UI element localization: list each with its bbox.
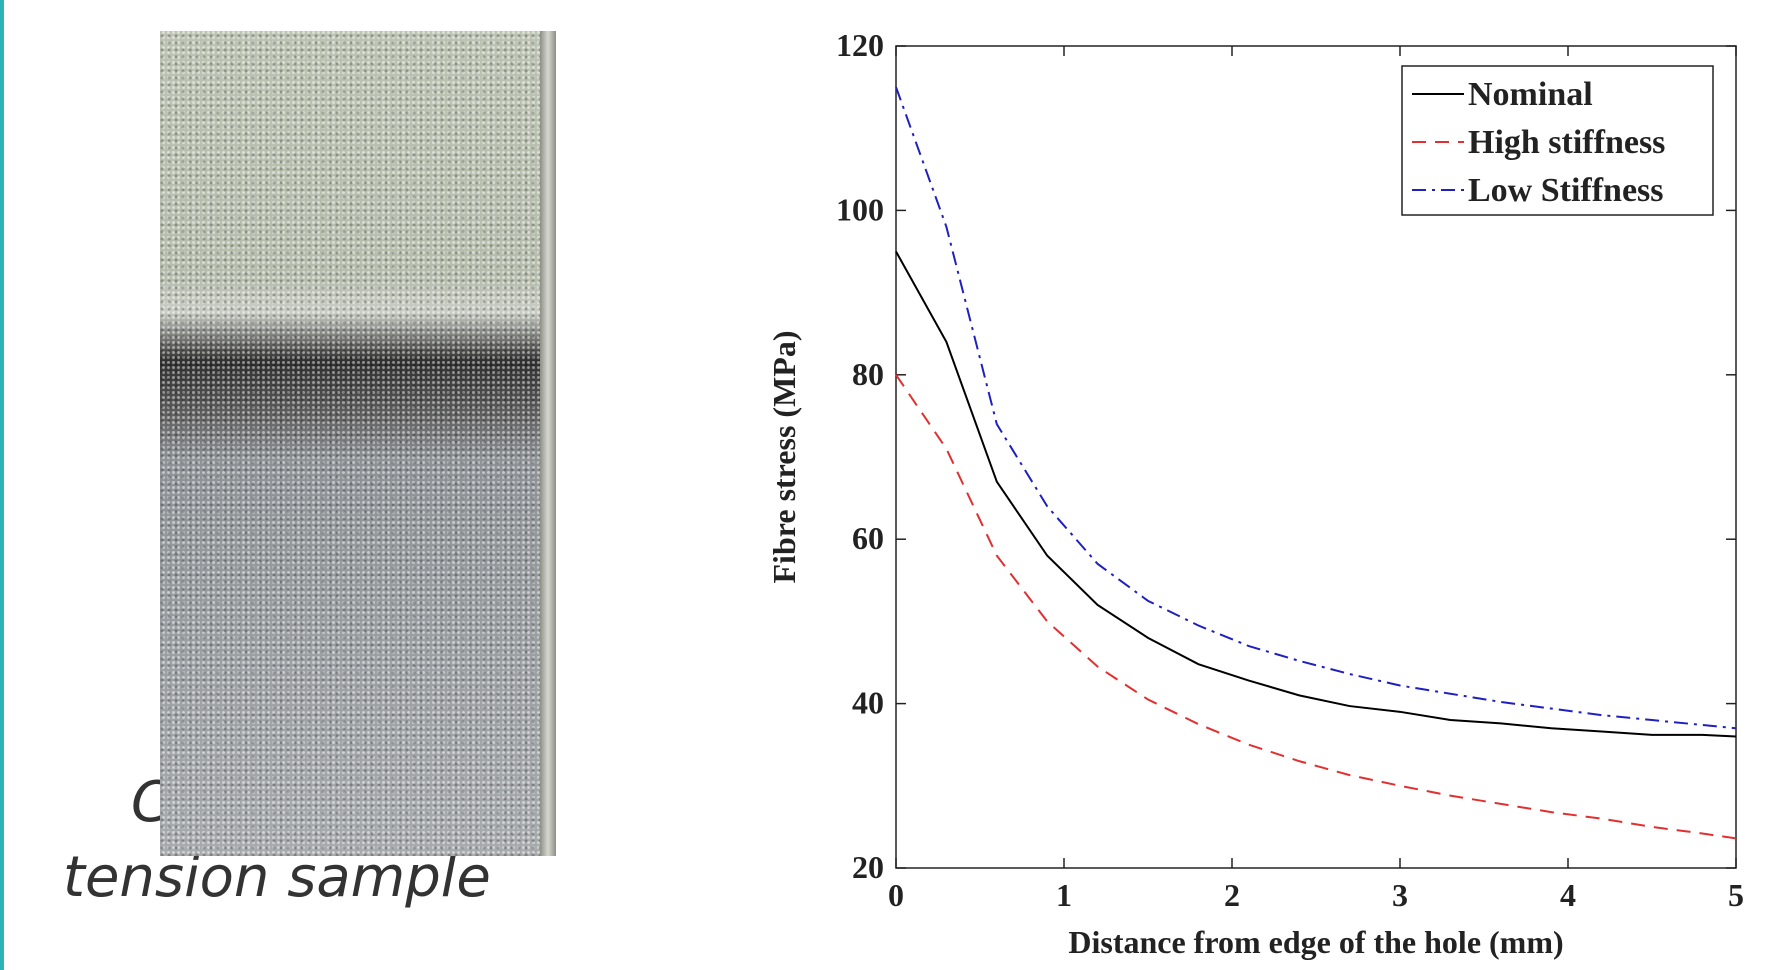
x-tick-label: 3	[1392, 877, 1408, 913]
plot-frame	[895, 45, 1737, 869]
legend-label: Low Stiffness	[1468, 172, 1664, 209]
x-tick-label: 0	[888, 877, 904, 913]
legend-label: Nominal	[1468, 76, 1593, 113]
y-tick-label: 20	[852, 849, 884, 885]
x-tick-label: 5	[1728, 877, 1744, 913]
x-tick-label: 4	[1560, 877, 1576, 913]
y-tick-label: 80	[852, 356, 884, 392]
legend-label: High stiffness	[1468, 124, 1665, 161]
slide-edge	[0, 0, 4, 970]
series-line	[895, 374, 1737, 840]
y-tick-label: 40	[852, 685, 884, 721]
y-tick-label: 120	[836, 27, 884, 63]
x-tick-label: 1	[1056, 877, 1072, 913]
series-line	[895, 251, 1737, 738]
y-tick-label: 60	[852, 520, 884, 556]
sample-photo	[160, 31, 556, 856]
series-line	[895, 86, 1737, 730]
x-tick-label: 2	[1224, 877, 1240, 913]
y-axis-label: Fibre stress (MPa)	[766, 331, 802, 584]
x-axis-label: Distance from edge of the hole (mm)	[1068, 924, 1563, 960]
y-tick-label: 100	[836, 191, 884, 227]
